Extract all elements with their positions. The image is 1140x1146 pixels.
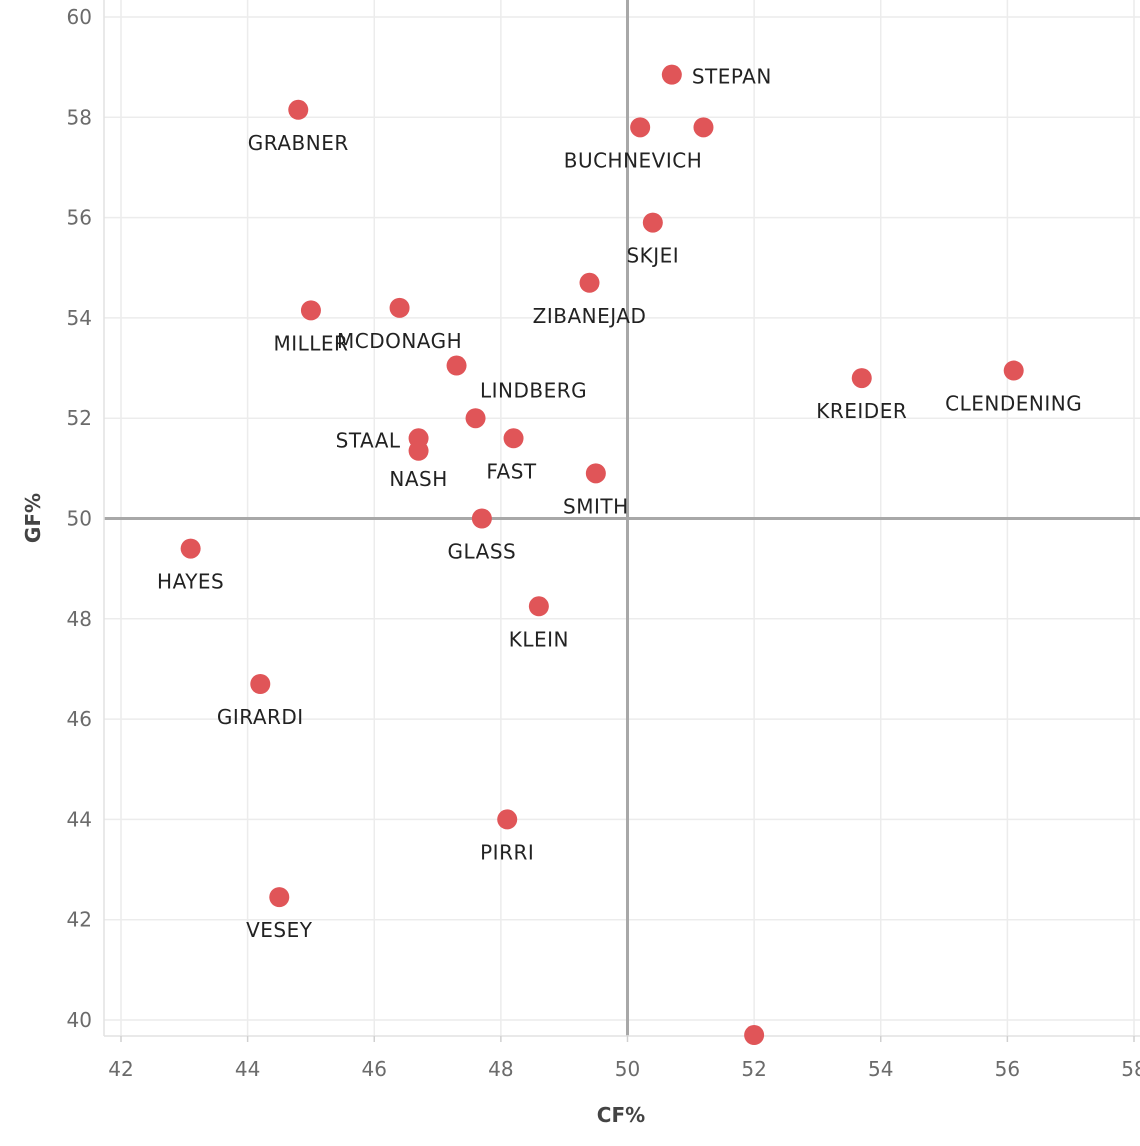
data-point [288, 99, 309, 120]
data-point [851, 368, 872, 389]
point-label: SMITH [563, 494, 629, 518]
x-axis-title: CF% [597, 1103, 645, 1127]
data-point [585, 463, 606, 484]
x-tick-label: 50 [615, 1057, 640, 1081]
x-axis: 42 44 46 48 50 52 54 56 58 [104, 1035, 1140, 1081]
data-point [744, 1025, 765, 1046]
x-tick-label: 56 [995, 1057, 1020, 1081]
y-tick-label: 46 [67, 707, 92, 731]
y-tick-label: 58 [67, 105, 92, 129]
point-label: KREIDER [816, 399, 907, 423]
x-tick-label: 52 [741, 1057, 766, 1081]
data-point [630, 117, 651, 138]
point-label: STAAL [336, 428, 401, 452]
data-point [471, 508, 492, 529]
point-label: BUCHNEVICH [564, 148, 703, 172]
data-point [693, 117, 714, 138]
point-label: ZIBANEJAD [533, 304, 647, 328]
data-point [497, 809, 518, 830]
data-point [408, 440, 429, 461]
y-tick-label: 52 [67, 406, 92, 430]
x-tick-label: 54 [868, 1057, 893, 1081]
y-tick-label: 54 [67, 306, 92, 330]
reference-lines [104, 0, 1140, 1036]
point-label: PIRRI [480, 840, 534, 864]
data-point [269, 887, 290, 908]
point-label: NASH [389, 467, 447, 491]
point-label: FAST [486, 459, 537, 483]
point-label: KLEIN [509, 627, 569, 651]
data-point [642, 212, 663, 233]
y-tick-label: 50 [67, 507, 92, 531]
point-label: CLENDENING [945, 392, 1082, 416]
point-labels: STEPAN BUCHNEVICH GRABNER SKJEI ZIBANEJAD MIL… [157, 65, 1082, 942]
y-tick-label: 40 [67, 1008, 92, 1032]
data-point [528, 596, 549, 617]
data-point [300, 300, 321, 321]
data-point [503, 428, 524, 449]
y-tick-label: 56 [67, 206, 92, 230]
point-label: GIRARDI [217, 705, 304, 729]
point-label: GLASS [448, 540, 517, 564]
grid [104, 0, 1140, 1036]
data-point [661, 64, 682, 85]
x-tick-label: 44 [235, 1057, 260, 1081]
point-label: MCDONAGH [337, 329, 462, 353]
data-point [579, 272, 600, 293]
x-tick-label: 48 [488, 1057, 513, 1081]
data-point [250, 673, 271, 694]
data-point [1003, 360, 1024, 381]
y-axis: 40 42 44 46 48 50 52 54 56 58 60 [67, 0, 105, 1036]
data-point [180, 538, 201, 559]
point-label: SKJEI [626, 244, 679, 268]
y-tick-label: 60 [67, 5, 92, 29]
y-tick-label: 48 [67, 607, 92, 631]
x-tick-label: 42 [108, 1057, 133, 1081]
y-axis-title: GF% [21, 493, 45, 543]
point-label: LINDBERG [480, 379, 587, 403]
x-tick-label: 46 [362, 1057, 387, 1081]
point-label: GRABNER [248, 131, 349, 155]
point-label: HAYES [157, 570, 224, 594]
point-label: VESEY [246, 918, 313, 942]
data-point [465, 408, 486, 429]
point-label: STEPAN [692, 65, 772, 89]
point-label: MILLER [273, 331, 348, 355]
x-tick-label: 58 [1121, 1057, 1140, 1081]
data-point [389, 297, 410, 318]
data-point [446, 355, 467, 376]
y-tick-label: 42 [67, 908, 92, 932]
data-points [180, 64, 1024, 1046]
y-tick-label: 44 [67, 807, 92, 831]
